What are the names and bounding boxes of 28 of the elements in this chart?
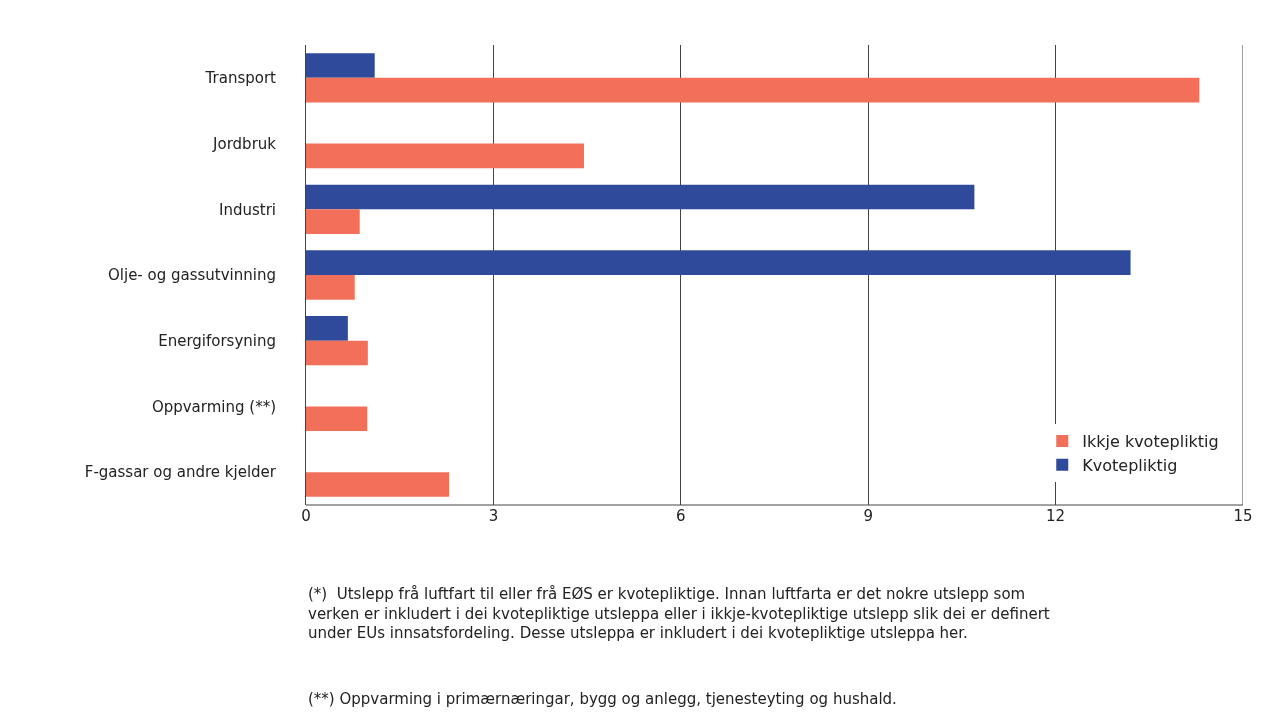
y-tick-label: Transport [204, 69, 277, 88]
y-tick-label: Oppvarming (**) [151, 397, 276, 416]
bar [306, 184, 975, 210]
bar [306, 340, 368, 366]
x-tick-label: 0 [301, 507, 311, 525]
y-tick-label: Industri [219, 200, 276, 219]
bar [306, 250, 1131, 275]
bar [306, 143, 584, 169]
y-tick-label: F-gassar og andre kjelder [84, 463, 277, 482]
y-tick-label: Jordbruk [212, 134, 277, 153]
bar [306, 53, 375, 78]
legend-label: Kvotepliktig [1082, 455, 1178, 475]
x-tick-label: 15 [1233, 507, 1253, 525]
y-tick-label: Olje- og gassutvinning [107, 266, 276, 285]
bar [306, 316, 348, 341]
bar [306, 77, 1200, 103]
bar [306, 209, 360, 234]
y-tick-label: Energiforsyning [158, 331, 276, 350]
text: (*) Utslepp frå luftfart til eller frå EØS er kvotepliktige. Innan luftfarta er det nokre utslepp som verken er inkludert i dei kvotepliktige utsleppa eller i ikkje-kvotepliktige utslepp slik dei er definert under EUs innsatsfordeling. Desse utsleppa er inkludert i dei kvotepliktige utsleppa her. [308, 585, 1050, 642]
legend-label: Ikkje kvotepliktig [1082, 432, 1219, 452]
text: (**) Oppvarming i primærnæringar, bygg og anlegg, tjenesteyting og hushald. [308, 690, 897, 708]
bar [306, 275, 355, 300]
bar [306, 472, 450, 497]
x-tick-label: 12 [1046, 507, 1066, 525]
x-tick-label: 6 [676, 507, 686, 525]
x-tick-label: 9 [863, 507, 873, 525]
bar [306, 406, 368, 432]
x-tick-label: 3 [488, 507, 499, 525]
